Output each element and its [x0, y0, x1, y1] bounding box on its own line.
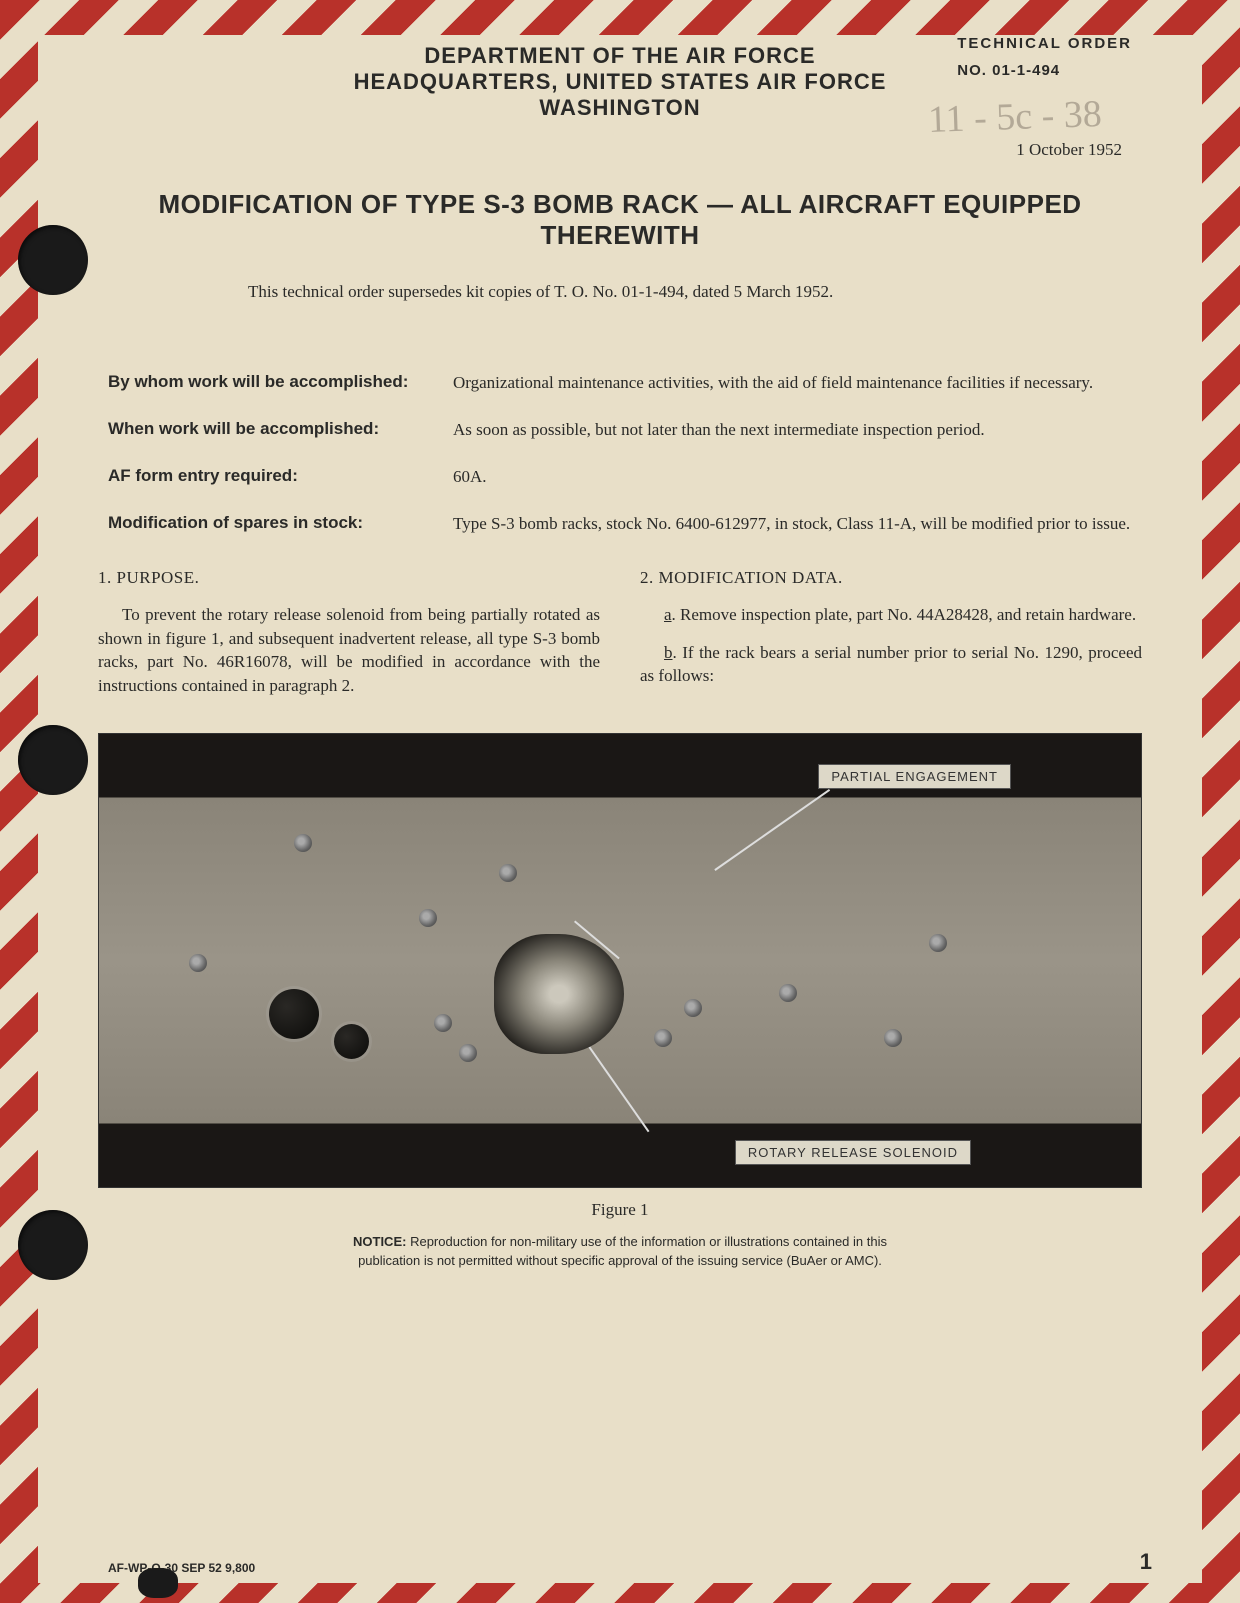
- to-number: NO. 01-1-494: [957, 62, 1132, 79]
- page: DEPARTMENT OF THE AIR FORCE HEADQUARTERS…: [0, 0, 1240, 1603]
- handwritten-annotation: 11 - 5c - 38: [928, 92, 1103, 142]
- screw-icon: [654, 1029, 672, 1047]
- item-text: . If the rack bears a serial number prio…: [640, 643, 1142, 685]
- mod-paragraph-a: a. Remove inspection plate, part No. 44A…: [640, 603, 1142, 626]
- bore-hole-icon: [269, 989, 319, 1039]
- notice: NOTICE: Reproduction for non-military us…: [98, 1232, 1142, 1271]
- ink-smudge-icon: [138, 1568, 178, 1598]
- page-number: 1: [1140, 1549, 1152, 1575]
- notice-label: NOTICE:: [353, 1234, 406, 1249]
- item-letter: a: [664, 605, 672, 624]
- punch-hole-icon: [18, 725, 88, 795]
- screw-icon: [189, 954, 207, 972]
- tech-order-label: TECHNICAL ORDER: [957, 35, 1132, 52]
- solenoid-icon: [494, 934, 624, 1054]
- body-col-left: 1. PURPOSE. To prevent the rotary releas…: [98, 566, 600, 711]
- supersede-note: This technical order supersedes kit copi…: [248, 281, 948, 304]
- screw-icon: [929, 934, 947, 952]
- callout-partial-engagement: PARTIAL ENGAGEMENT: [818, 764, 1011, 789]
- screw-icon: [684, 999, 702, 1017]
- tech-order-box: TECHNICAL ORDER NO. 01-1-494: [957, 35, 1132, 79]
- body-columns: 1. PURPOSE. To prevent the rotary releas…: [98, 566, 1142, 711]
- info-label: When work will be accomplished:: [98, 419, 453, 442]
- callout-rotary-solenoid: ROTARY RELEASE SOLENOID: [735, 1140, 971, 1165]
- screw-icon: [884, 1029, 902, 1047]
- screw-icon: [294, 834, 312, 852]
- screw-icon: [419, 909, 437, 927]
- info-row: By whom work will be accomplished: Organ…: [98, 372, 1142, 395]
- info-value: Organizational maintenance activities, w…: [453, 372, 1142, 395]
- body-col-right: 2. MODIFICATION DATA. a. Remove inspecti…: [640, 566, 1142, 711]
- screw-icon: [434, 1014, 452, 1032]
- punch-hole-icon: [18, 1210, 88, 1280]
- bore-hole-icon: [334, 1024, 369, 1059]
- info-value: Type S-3 bomb racks, stock No. 6400-6129…: [453, 513, 1142, 536]
- punch-hole-icon: [18, 225, 88, 295]
- leader-line-icon: [714, 789, 830, 871]
- purpose-paragraph: To prevent the rotary release solenoid f…: [98, 603, 600, 697]
- info-table: By whom work will be accomplished: Organ…: [98, 372, 1142, 536]
- notice-text-2: publication is not permitted without spe…: [358, 1253, 882, 1268]
- figure-photo: PARTIAL ENGAGEMENT ROTARY RELEASE SOLENO…: [98, 733, 1142, 1188]
- info-row: When work will be accomplished: As soon …: [98, 419, 1142, 442]
- item-letter: b: [664, 643, 673, 662]
- item-text: . Remove inspection plate, part No. 44A2…: [672, 605, 1137, 624]
- figure-caption: Figure 1: [98, 1200, 1142, 1220]
- striped-border: DEPARTMENT OF THE AIR FORCE HEADQUARTERS…: [0, 0, 1240, 1603]
- figure-1: PARTIAL ENGAGEMENT ROTARY RELEASE SOLENO…: [98, 733, 1142, 1220]
- footer-print-code: AF-WP-O-30 SEP 52 9,800: [108, 1561, 255, 1575]
- info-value: 60A.: [453, 466, 1142, 489]
- date: 1 October 1952: [1016, 140, 1122, 160]
- info-label: AF form entry required:: [98, 466, 453, 489]
- header: DEPARTMENT OF THE AIR FORCE HEADQUARTERS…: [98, 35, 1142, 121]
- screw-icon: [459, 1044, 477, 1062]
- screw-icon: [779, 984, 797, 1002]
- mod-paragraph-b: b. If the rack bears a serial number pri…: [640, 641, 1142, 688]
- main-title: MODIFICATION OF TYPE S-3 BOMB RACK — ALL…: [98, 189, 1142, 251]
- info-row: Modification of spares in stock: Type S-…: [98, 513, 1142, 536]
- info-label: Modification of spares in stock:: [98, 513, 453, 536]
- info-value: As soon as possible, but not later than …: [453, 419, 1142, 442]
- notice-text-1: Reproduction for non-military use of the…: [410, 1234, 887, 1249]
- section-head-modification: 2. MODIFICATION DATA.: [640, 566, 1142, 589]
- info-label: By whom work will be accomplished:: [98, 372, 453, 395]
- screw-icon: [499, 864, 517, 882]
- leader-line-icon: [579, 1033, 649, 1132]
- inner-page: DEPARTMENT OF THE AIR FORCE HEADQUARTERS…: [38, 35, 1202, 1583]
- info-row: AF form entry required: 60A.: [98, 466, 1142, 489]
- section-head-purpose: 1. PURPOSE.: [98, 566, 600, 589]
